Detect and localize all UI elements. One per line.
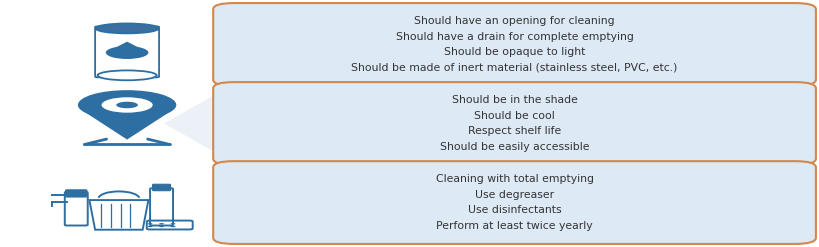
FancyBboxPatch shape [66, 190, 87, 197]
Text: Should have an opening for cleaning: Should have an opening for cleaning [414, 16, 614, 26]
Text: Cleaning with total emptying: Cleaning with total emptying [435, 174, 593, 184]
Text: Should be opaque to light: Should be opaque to light [443, 47, 585, 57]
Circle shape [170, 223, 175, 225]
Text: 3: 3 [269, 86, 321, 161]
Ellipse shape [95, 23, 159, 33]
Polygon shape [229, 20, 590, 227]
Circle shape [102, 97, 152, 113]
Polygon shape [106, 42, 148, 53]
Polygon shape [85, 112, 169, 140]
Circle shape [170, 226, 175, 227]
Text: Should be cool: Should be cool [473, 111, 554, 121]
Polygon shape [164, 49, 426, 198]
Text: Respect shelf life: Respect shelf life [468, 126, 560, 136]
Text: Use degreaser: Use degreaser [474, 190, 554, 200]
Circle shape [78, 90, 176, 120]
FancyBboxPatch shape [213, 3, 815, 86]
Circle shape [106, 46, 148, 59]
FancyBboxPatch shape [213, 161, 815, 244]
FancyBboxPatch shape [95, 26, 159, 77]
Circle shape [116, 102, 138, 108]
FancyBboxPatch shape [213, 82, 815, 165]
Circle shape [147, 226, 152, 227]
Text: Should be in the shade: Should be in the shade [451, 95, 577, 105]
Text: Should be easily accessible: Should be easily accessible [439, 142, 589, 152]
Text: Use disinfectants: Use disinfectants [467, 205, 561, 215]
Text: Should have a drain for complete emptying: Should have a drain for complete emptyin… [395, 32, 633, 42]
Text: 3: 3 [366, 63, 453, 184]
FancyBboxPatch shape [152, 184, 170, 191]
Circle shape [159, 226, 164, 227]
Text: Amanda Melo: Amanda Melo [500, 85, 605, 100]
Ellipse shape [97, 70, 156, 80]
Text: Should be made of inert material (stainless steel, PVC, etc.): Should be made of inert material (stainl… [351, 63, 677, 73]
Circle shape [159, 223, 164, 225]
Circle shape [147, 223, 152, 225]
Text: Perform at least twice yearly: Perform at least twice yearly [436, 221, 592, 231]
